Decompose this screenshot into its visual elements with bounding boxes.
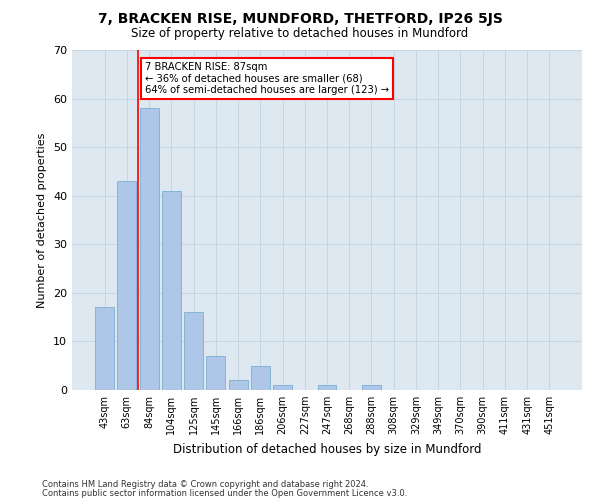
Y-axis label: Number of detached properties: Number of detached properties xyxy=(37,132,47,308)
Bar xyxy=(95,308,114,390)
Bar xyxy=(206,356,225,390)
Bar xyxy=(140,108,158,390)
Bar xyxy=(273,385,292,390)
Bar xyxy=(184,312,203,390)
Text: Contains HM Land Registry data © Crown copyright and database right 2024.: Contains HM Land Registry data © Crown c… xyxy=(42,480,368,489)
Text: Size of property relative to detached houses in Mundford: Size of property relative to detached ho… xyxy=(131,28,469,40)
Bar xyxy=(229,380,248,390)
X-axis label: Distribution of detached houses by size in Mundford: Distribution of detached houses by size … xyxy=(173,442,481,456)
Bar xyxy=(251,366,270,390)
Bar xyxy=(317,385,337,390)
Bar xyxy=(118,181,136,390)
Text: 7 BRACKEN RISE: 87sqm
← 36% of detached houses are smaller (68)
64% of semi-deta: 7 BRACKEN RISE: 87sqm ← 36% of detached … xyxy=(145,62,389,96)
Text: Contains public sector information licensed under the Open Government Licence v3: Contains public sector information licen… xyxy=(42,488,407,498)
Bar xyxy=(362,385,381,390)
Text: 7, BRACKEN RISE, MUNDFORD, THETFORD, IP26 5JS: 7, BRACKEN RISE, MUNDFORD, THETFORD, IP2… xyxy=(98,12,502,26)
Bar xyxy=(162,191,181,390)
